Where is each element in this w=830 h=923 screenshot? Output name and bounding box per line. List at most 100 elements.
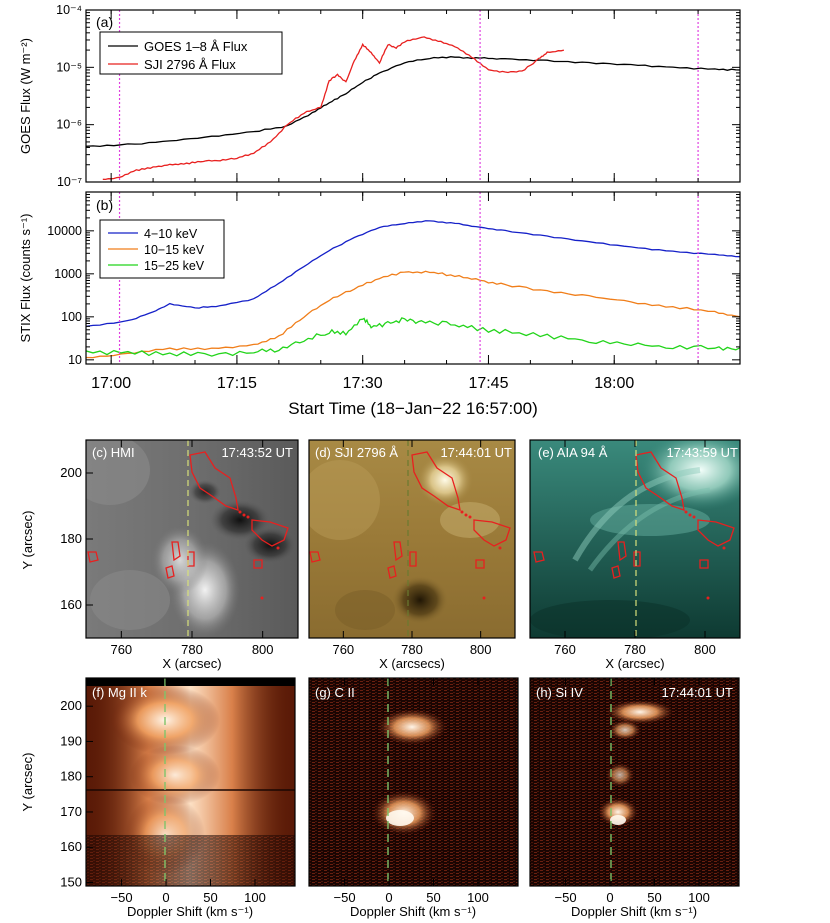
panel-e-time: 17:43:59 UT	[666, 445, 738, 460]
img-ytick-label-3-3: 180	[60, 769, 82, 784]
legend-label-15-25: 15−25 keV	[144, 259, 205, 273]
contour-dot-contC-2	[246, 515, 250, 519]
contour-contD-2	[393, 541, 403, 562]
xtick-label-b-0: 17:00	[91, 375, 131, 392]
panel-a-frame	[85, 9, 741, 183]
panel-f-frame	[85, 677, 296, 887]
contour-contE-5	[533, 551, 545, 563]
contour-dot-contD-4	[482, 596, 486, 600]
img-xtick-label-1-1: 780	[401, 642, 423, 657]
contour-contC-0	[189, 451, 239, 511]
xtick-label-b-4: 18:00	[594, 375, 634, 392]
ytick-label-a-1: 10⁻⁶	[56, 118, 82, 132]
panel-b-yticks: 10 100 1000 10000	[47, 191, 740, 367]
img-xtick-label-3-1: 0	[162, 890, 169, 905]
contour-contC-3	[165, 565, 175, 579]
panel-d-image	[309, 440, 515, 638]
panel-h-ticks: −50 0 50 100	[555, 678, 710, 905]
legend-label-sji: SJI 2796 Å Flux	[144, 57, 236, 72]
contour-dot-contE-0	[684, 510, 688, 514]
panel-a-xticks	[110, 10, 699, 182]
panel-h-image	[530, 678, 739, 886]
img-ytick-label-3-1: 160	[60, 839, 82, 854]
contour-contE-0	[635, 451, 685, 511]
contour-contE-3	[611, 565, 621, 579]
img-xtick-label-3-0: −50	[111, 890, 133, 905]
panel-g-frame	[308, 677, 519, 887]
panel-f-label: (f) Mg II k	[92, 685, 147, 700]
contour-dot-contC-0	[238, 510, 242, 514]
contour-contD-1	[473, 519, 511, 547]
panel-b: 10 100 1000 10000 17:00 17:15 17:30 17:45 18:00…	[18, 191, 741, 418]
panel-f-ylabel: Y (arcsec)	[20, 753, 35, 812]
img-xtick-label-4-3: 100	[467, 890, 489, 905]
panel-g: (g) C II −50 0 50 100 Doppler Shift (km s⁻¹…	[308, 677, 519, 919]
contour-dot-contD-1	[464, 513, 468, 517]
panel-g-label: (g) C II	[315, 685, 355, 700]
img-xtick-label-4-0: −50	[334, 890, 356, 905]
panel-b-label: (b)	[96, 197, 113, 213]
img-xtick-label-0-0: 760	[110, 642, 132, 657]
contour-contE-6	[699, 559, 709, 569]
panel-h: (h) Si IV 17:44:01 UT −50 0 50 100 Doppler …	[529, 677, 740, 919]
panel-e-label: (e) AIA 94 Å	[538, 445, 608, 460]
panel-b-legend: 4−10 keV 10−15 keV 15−25 keV	[99, 219, 225, 279]
contour-contC-2	[171, 541, 181, 562]
contour-dot-contC-1	[242, 513, 246, 517]
img-ytick-label-0-1: 180	[60, 531, 82, 546]
ytick-label-b-2: 1000	[54, 267, 82, 281]
panel-e: (e) AIA 94 Å 17:43:59 UT 760 780 800 X (ar…	[529, 439, 741, 671]
panel-c-ylabel: Y (arcsec)	[20, 511, 35, 570]
panel-d-time: 17:44:01 UT	[440, 445, 512, 460]
ytick-label-a-2: 10⁻⁵	[56, 60, 82, 74]
legend-label-10-15: 10−15 keV	[144, 243, 205, 257]
img-xtick-label-5-0: −50	[555, 890, 577, 905]
img-xtick-label-5-3: 100	[688, 890, 710, 905]
img-xtick-label-4-2: 50	[426, 890, 440, 905]
panel-a: 10⁻⁷ 10⁻⁶ 10⁻⁵ 10⁻⁴ (a) GOES Flux (W m⁻²) G…	[18, 3, 741, 189]
contour-dot-contE-3	[722, 546, 726, 550]
contour-dot-contE-1	[688, 513, 692, 517]
panel-c: (c) HMI 17:43:52 UT 760 780 800 160 180 200 X…	[20, 439, 299, 671]
img-ytick-label-0-2: 200	[60, 465, 82, 480]
contour-contC-1	[251, 519, 289, 547]
img-ytick-label-3-0: 150	[60, 874, 82, 889]
contour-dot-contC-4	[260, 596, 264, 600]
panel-f-xlabel: Doppler Shift (km s⁻¹)	[127, 904, 253, 919]
panel-a-legend-box	[99, 31, 283, 75]
contour-dot-contD-0	[460, 510, 464, 514]
panel-e-contours	[533, 451, 735, 600]
panel-b-ylabel: STIX Flux (counts s⁻¹)	[18, 214, 33, 343]
img-ytick-label-3-4: 190	[60, 733, 82, 748]
img-ytick-label-3-2: 170	[60, 804, 82, 819]
series-line-a-0	[86, 56, 740, 148]
contour-contE-1	[697, 519, 735, 547]
contour-contC-5	[87, 551, 99, 563]
panel-d-label: (d) SJI 2796 Å	[315, 445, 398, 460]
panel-a-legend: GOES 1–8 Å Flux SJI 2796 Å Flux	[99, 31, 283, 75]
panel-g-ticks: −50 0 50 100	[334, 678, 489, 905]
series-line-b-1	[86, 270, 740, 359]
panel-e-xlabel: X (arcsec)	[605, 656, 664, 671]
panel-e-ticks: 760 780 800	[554, 440, 716, 657]
img-xtick-label-2-0: 760	[554, 642, 576, 657]
panel-h-label: (h) Si IV	[536, 685, 583, 700]
contour-dot-contC-3	[276, 546, 280, 550]
legend-label-goes: GOES 1–8 Å Flux	[144, 39, 248, 54]
panel-e-image	[530, 440, 740, 638]
img-xtick-label-2-1: 780	[624, 642, 646, 657]
ytick-label-b-0: 10	[68, 353, 82, 367]
panel-c-contours	[87, 451, 289, 600]
panel-d: (d) SJI 2796 Å 17:44:01 UT 760 780 800 X (…	[308, 439, 516, 671]
panel-c-image	[86, 440, 298, 638]
panel-g-image	[309, 678, 518, 886]
ytick-label-b-3: 10000	[47, 224, 82, 238]
ytick-label-a-3: 10⁻⁴	[56, 3, 82, 17]
panel-h-frame	[529, 677, 740, 887]
ytick-label-a-0: 10⁻⁷	[57, 175, 83, 189]
panel-c-xlabel: X (arcsec)	[162, 656, 221, 671]
img-xtick-label-5-2: 50	[647, 890, 661, 905]
img-ytick-label-0-0: 160	[60, 597, 82, 612]
img-xtick-label-1-0: 760	[332, 642, 354, 657]
